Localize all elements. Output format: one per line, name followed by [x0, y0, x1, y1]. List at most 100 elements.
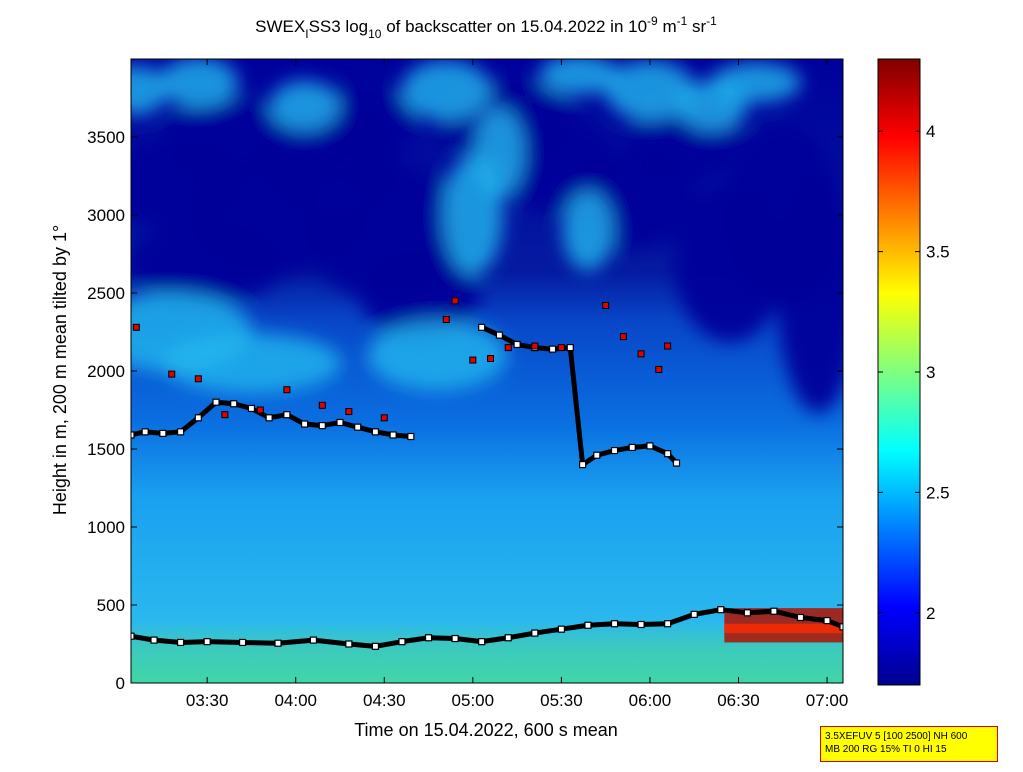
x-tick-label: 06:30 [717, 691, 760, 710]
texture-light-blob [158, 59, 239, 108]
layer-point [495, 331, 503, 339]
title-exp1: -9 [647, 14, 658, 28]
layer-point [424, 634, 433, 642]
red-point [442, 316, 450, 324]
layer-point [823, 616, 831, 625]
layer-point [407, 432, 415, 441]
texture-light-blob [131, 65, 167, 116]
texture-light-blob [604, 60, 695, 121]
red-point [637, 350, 645, 358]
x-tick-label: 03:30 [186, 691, 229, 710]
x-tick-label: 06:00 [629, 691, 672, 710]
texture-light-blob [711, 62, 802, 103]
layer-point [230, 400, 238, 408]
high-backscatter-core [724, 623, 843, 634]
red-point [194, 375, 202, 383]
layer-point [131, 431, 135, 439]
y-tick-label: 0 [116, 674, 125, 693]
layer-point [336, 418, 344, 427]
layer-point [628, 443, 636, 452]
layer-point [131, 632, 135, 640]
layer-point [176, 428, 185, 436]
layer-point [504, 634, 512, 642]
colorbar-tick-label: 2.5 [926, 483, 950, 502]
layer-point [203, 638, 211, 646]
layer-point [247, 404, 256, 413]
layer-point [610, 620, 619, 628]
layer-point [664, 450, 672, 458]
x-tick-label: 07:00 [806, 691, 849, 710]
colorbar-ticks: 2 2.5 3 3.5 4 [878, 122, 950, 623]
layer-point [309, 636, 318, 644]
title-exp2: -1 [677, 14, 688, 28]
layer-point [354, 423, 362, 431]
title-prefix: SWEX [255, 17, 305, 36]
layer-point [212, 398, 220, 406]
layer-point [584, 621, 592, 629]
layer-point [637, 620, 645, 629]
layer-point [176, 638, 185, 647]
layer-point [238, 638, 247, 647]
layer-point [150, 636, 158, 644]
layer-point [743, 609, 751, 617]
y-tick-label: 3500 [87, 128, 125, 147]
layer-point [646, 442, 654, 450]
y-tick-label: 1500 [87, 440, 125, 459]
info-line-2: MB 200 RG 15% TI 0 HI 15 [825, 744, 947, 755]
x-tick-label: 04:00 [274, 691, 317, 710]
title-name: SS3 log [309, 17, 369, 36]
backscatter-texture [131, 59, 843, 413]
y-axis-label: Height in m, 200 m mean tilted by 1° [50, 225, 70, 515]
plot-area [130, 58, 844, 684]
info-line-1: 3.5XEFUV 5 [100 2500] NH 600 [825, 731, 968, 742]
layer-point [566, 344, 574, 352]
red-point [221, 411, 229, 419]
layer-point [664, 620, 672, 628]
layer-point [672, 459, 681, 467]
red-point [602, 301, 610, 309]
red-point [345, 408, 353, 416]
texture-light-blob [562, 190, 613, 271]
red-point [487, 355, 495, 363]
red-point [451, 297, 459, 305]
texture-light-blob [539, 59, 620, 95]
red-point [318, 401, 326, 409]
texture-dark-blob [131, 221, 288, 302]
layer-point [371, 428, 380, 436]
red-point [557, 344, 565, 352]
layer-point [557, 625, 565, 633]
layer-point [593, 451, 601, 459]
title-unit1: m [658, 17, 677, 36]
layer-point [283, 411, 291, 419]
layer-point [770, 607, 778, 615]
title-middle: of backscatter on 15.04.2022 in 10 [381, 17, 647, 36]
red-point [168, 370, 176, 378]
texture-dark-blob [359, 248, 480, 338]
layer-point [371, 642, 380, 650]
x-tick-label: 05:30 [540, 691, 583, 710]
colorbar-gradient [877, 58, 921, 686]
texture-dark-blob [778, 173, 843, 413]
layer-point [513, 340, 521, 349]
layer-point [717, 606, 725, 614]
title-sub-10: 10 [368, 27, 382, 41]
settings-info-box: 3.5XEFUV 5 [100 2500] NH 600 MB 200 RG 1… [820, 726, 998, 762]
layer-point [300, 420, 309, 428]
layer-point [389, 431, 397, 439]
layer-point [141, 428, 149, 436]
layer-point [796, 613, 805, 622]
layer-point [159, 429, 167, 437]
red-point [619, 333, 627, 341]
layer-point [548, 345, 557, 353]
layer-point [194, 414, 202, 422]
texture-light-blob [161, 333, 342, 394]
layer-point [274, 639, 282, 647]
x-axis-label: Time on 15.04.2022, 600 s mean [354, 720, 618, 740]
layer-point [265, 414, 273, 422]
texture-light-blob [367, 320, 508, 391]
texture-light-blob [401, 60, 492, 121]
y-tick-label: 1000 [87, 518, 125, 537]
layer-point [531, 629, 539, 637]
y-tick-label: 500 [97, 596, 125, 615]
